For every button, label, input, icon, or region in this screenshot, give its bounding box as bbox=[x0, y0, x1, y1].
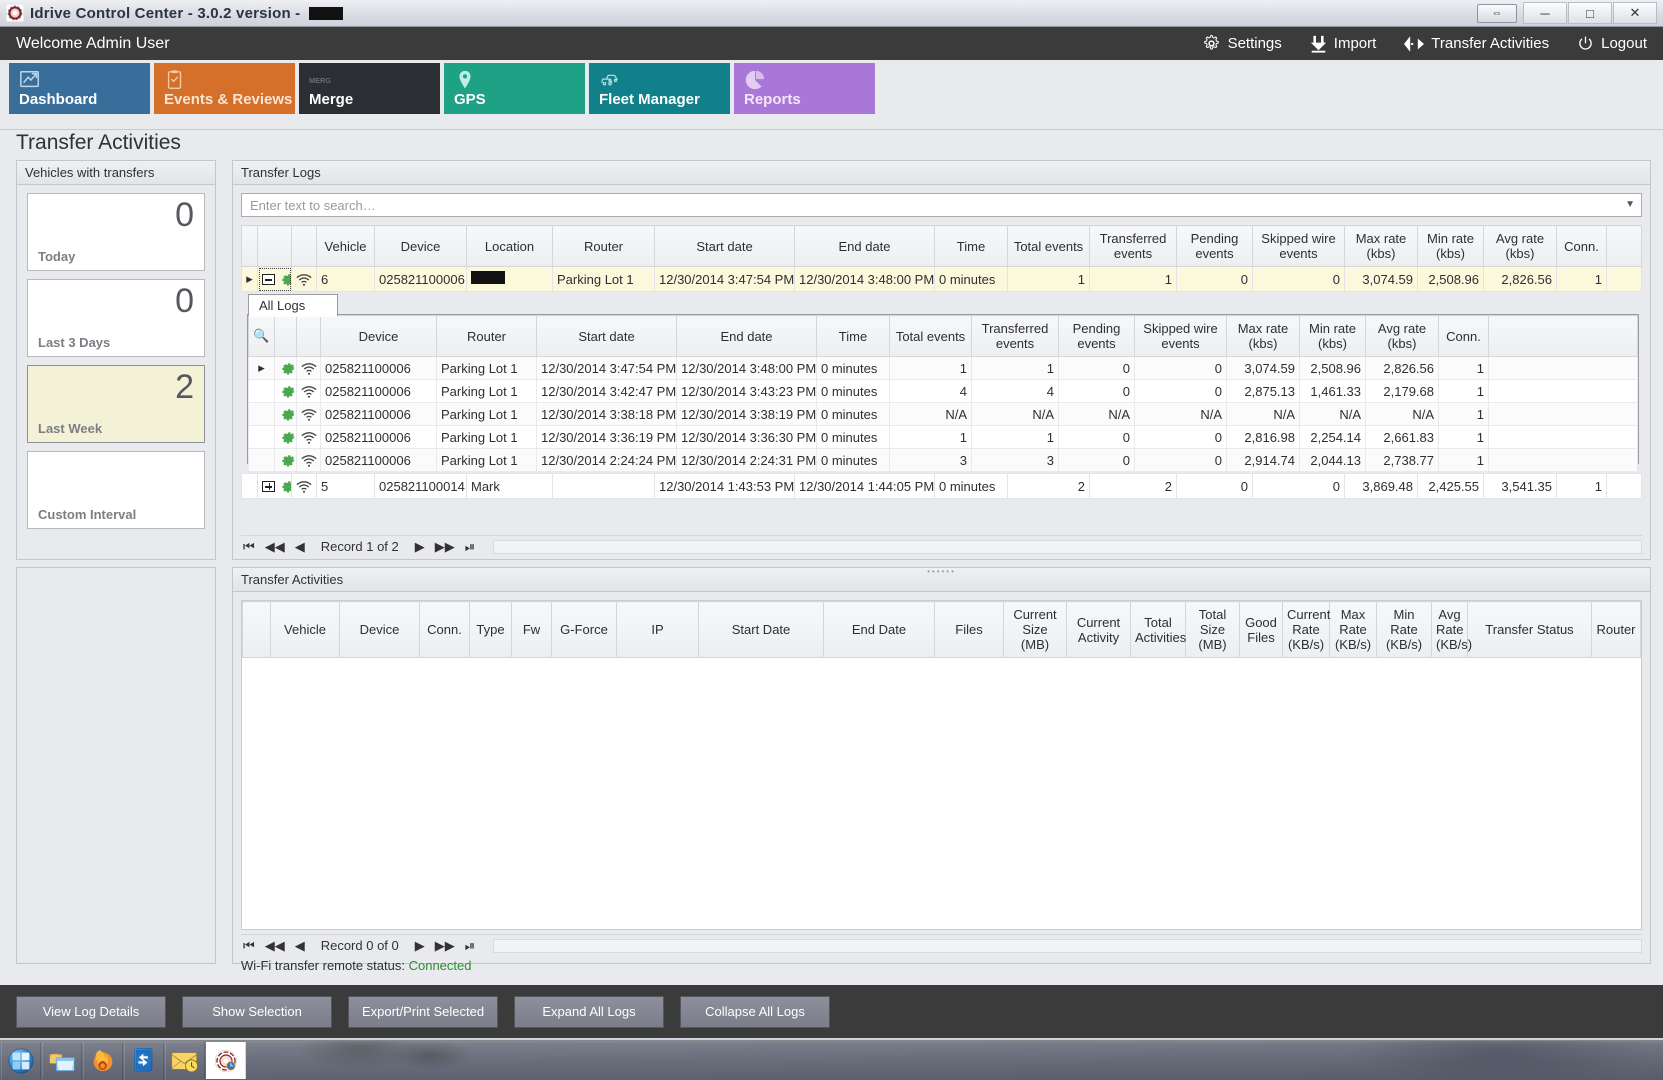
svg-text:MERGE: MERGE bbox=[309, 76, 331, 85]
